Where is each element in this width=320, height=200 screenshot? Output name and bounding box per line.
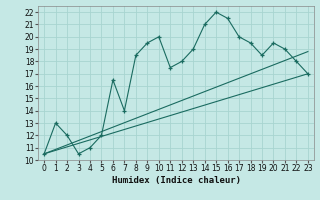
X-axis label: Humidex (Indice chaleur): Humidex (Indice chaleur)	[111, 176, 241, 185]
